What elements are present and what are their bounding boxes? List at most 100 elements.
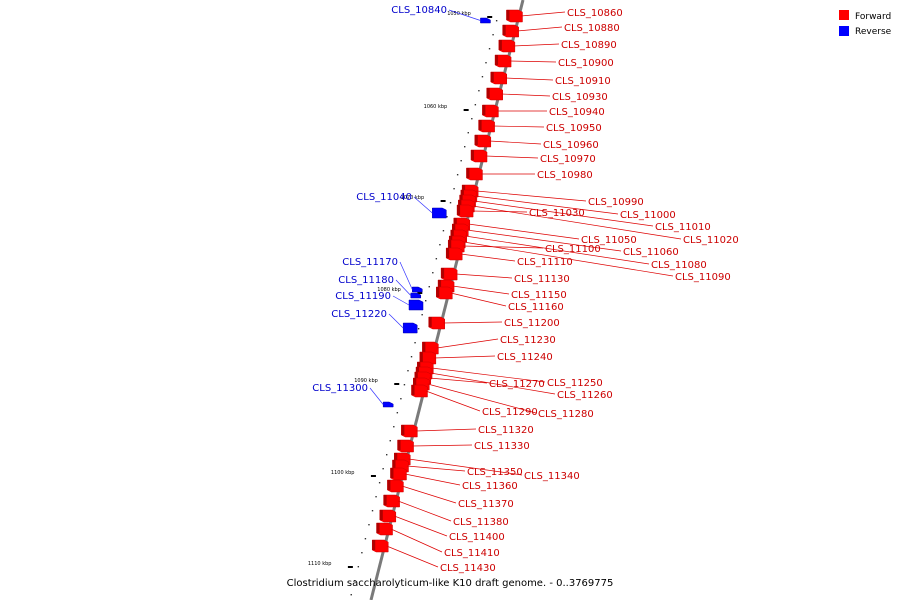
forward-leader [406, 465, 466, 472]
legend-forward-label: Forward [855, 12, 891, 22]
forward-gene-shade [392, 460, 396, 470]
forward-gene-shade [495, 55, 499, 65]
forward-gene-label: CLS_11330 [474, 441, 530, 452]
forward-leader [517, 26, 563, 32]
scale-dot [407, 370, 409, 372]
forward-leader [452, 285, 510, 295]
forward-gene-block [376, 522, 393, 536]
forward-leader [513, 43, 560, 47]
scale-dot [425, 300, 427, 302]
forward-gene-shade [387, 480, 391, 490]
forward-gene-shade [448, 240, 452, 250]
forward-gene-shade [372, 540, 376, 550]
forward-gene-label: CLS_11350 [467, 467, 523, 478]
scale-dot [354, 580, 356, 582]
forward-gene-label: CLS_11000 [620, 210, 676, 221]
forward-leader [501, 93, 551, 97]
forward-gene-label: CLS_11110 [517, 257, 573, 268]
scale-dot [467, 132, 469, 134]
forward-gene-label: CLS_11290 [482, 407, 538, 418]
forward-gene-label: CLS_11020 [683, 235, 739, 246]
scale-dot [442, 230, 445, 232]
scale-dot [414, 342, 416, 344]
gene-labels: CLS_10860 CLS_10880 CLS_10890 CLS_10900 CLS_… [312, 5, 738, 574]
legend-forward-swatch [839, 10, 849, 20]
scale-dot [474, 104, 477, 106]
forward-leader [462, 245, 544, 249]
forward-gene-label: CLS_11090 [675, 272, 731, 283]
reverse-gene-label: CLS_11180 [338, 275, 394, 286]
reverse-gene-block [410, 292, 422, 299]
scale-dot [460, 160, 462, 162]
scale-dot [446, 216, 448, 218]
forward-leader [460, 253, 516, 262]
forward-gene-shade [453, 218, 457, 228]
forward-gene-shade [478, 120, 482, 130]
forward-leader [394, 515, 448, 537]
forward-gene-shade [486, 88, 490, 98]
forward-gene-label: CLS_11080 [651, 260, 707, 271]
scale-dot [357, 566, 360, 568]
kbp-label: 1050 kbp [447, 11, 471, 17]
forward-gene-shade [466, 168, 470, 178]
scale-dot [495, 20, 498, 22]
forward-gene-label: CLS_11280 [538, 409, 594, 420]
kbp-label: 1080 kbp [377, 287, 401, 293]
kbp-label: 1110 kbp [308, 561, 332, 567]
forward-leader [415, 428, 477, 432]
forward-gene-shade [428, 317, 432, 327]
scale-dot [488, 48, 491, 50]
forward-gene-shade [506, 10, 510, 20]
forward-gene-block [411, 384, 428, 398]
forward-gene-shade [482, 105, 486, 115]
forward-gene-shade [498, 40, 502, 50]
forward-gene-label: CLS_11250 [547, 378, 603, 389]
scale-dot [432, 272, 434, 274]
scale-dot [393, 426, 395, 428]
scale-dot [471, 118, 473, 120]
forward-gene-label: CLS_11370 [458, 499, 514, 510]
forward-gene-label: CLS_11340 [524, 471, 580, 482]
forward-gene-label: CLS_10860 [567, 8, 623, 19]
forward-gene-shade [414, 372, 418, 382]
reverse-leader [388, 313, 404, 329]
forward-leader [412, 444, 473, 447]
forward-leader [443, 321, 503, 324]
scale-dot [481, 76, 484, 78]
gene-blocks [371, 9, 523, 553]
forward-leader [431, 367, 546, 383]
legend-reverse-label: Reverse [855, 27, 892, 37]
forward-gene-label: CLS_10890 [561, 40, 617, 51]
forward-leader [476, 190, 587, 202]
scale-dot [410, 356, 413, 358]
scale-dot [364, 538, 367, 540]
forward-leader [465, 235, 650, 265]
scale-dot [439, 244, 441, 246]
reverse-gene-block [402, 322, 418, 334]
forward-gene-shade [436, 287, 440, 297]
forward-gene-shade [446, 248, 450, 258]
scale-dot [389, 440, 391, 442]
forward-gene-label: CLS_11320 [478, 425, 534, 436]
scale-ticks: 1050 kbp 1060 kbp 1070 kbp 1080 kbp 1090 kbp… [308, 11, 498, 596]
reverse-gene-block [432, 207, 447, 219]
forward-leader [408, 458, 523, 476]
forward-gene-shade [450, 230, 454, 240]
forward-leader [505, 77, 554, 81]
scale-dot [453, 188, 455, 190]
forward-gene-shade [457, 205, 461, 215]
forward-gene-block [456, 204, 474, 218]
scale-dot [371, 510, 374, 512]
scale-dot [368, 524, 370, 526]
forward-leader [429, 377, 488, 384]
forward-gene-label: CLS_11260 [557, 390, 613, 401]
forward-leader [485, 155, 539, 159]
forward-leader [475, 195, 619, 215]
forward-gene-shade [394, 453, 398, 463]
forward-gene-label: CLS_11150 [511, 290, 567, 301]
forward-gene-label: CLS_11200 [504, 318, 560, 329]
forward-gene-label: CLS_11130 [514, 274, 570, 285]
reverse-leader [392, 295, 410, 306]
scale-dot [456, 174, 459, 176]
forward-gene-shade [438, 280, 442, 290]
